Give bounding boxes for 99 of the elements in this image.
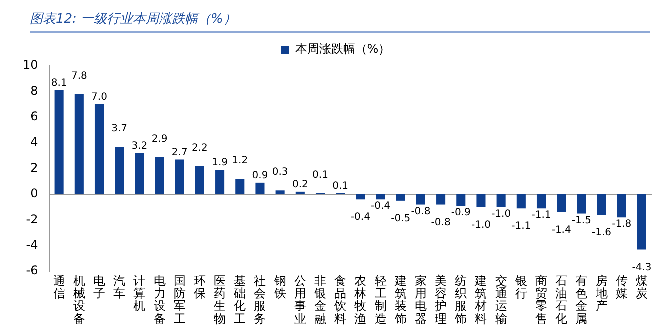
bar bbox=[496, 194, 506, 208]
bar bbox=[296, 192, 305, 194]
bar bbox=[155, 157, 164, 194]
text: -1.4 bbox=[552, 225, 572, 236]
x-tick-label: 银行 bbox=[514, 274, 528, 301]
x-tick-label: 家用电器 bbox=[414, 274, 427, 326]
x-tick-label: 食品饮料 bbox=[334, 274, 347, 326]
text: -0.8 bbox=[431, 217, 451, 228]
text: 7.0 bbox=[92, 92, 108, 104]
text: 0.1 bbox=[312, 170, 328, 181]
bar bbox=[617, 194, 626, 218]
x-tick-label: 非银金融 bbox=[314, 274, 326, 326]
bar bbox=[396, 194, 406, 201]
bar bbox=[175, 160, 184, 194]
text: -4.3 bbox=[632, 262, 652, 274]
x-tick-label: 钢铁 bbox=[273, 274, 286, 301]
text: 2.7 bbox=[172, 147, 188, 158]
bar bbox=[195, 166, 204, 194]
text: 7.8 bbox=[71, 70, 88, 82]
bar bbox=[74, 94, 84, 194]
text: -1.0 bbox=[492, 208, 512, 220]
x-tick-label: 纺织服饰 bbox=[454, 274, 468, 326]
x-tick-label: 轻工制造 bbox=[374, 274, 387, 326]
text: 0.3 bbox=[272, 167, 288, 178]
x-tick-label: 煤炭 bbox=[636, 274, 648, 301]
text: -1.1 bbox=[532, 210, 552, 222]
bar bbox=[356, 194, 366, 200]
bar bbox=[416, 194, 426, 205]
x-tick-label: 公用事业 bbox=[294, 274, 306, 326]
text: -1.1 bbox=[512, 221, 532, 232]
x-tick-label: 医药生物 bbox=[214, 274, 226, 326]
text: 0.1 bbox=[332, 180, 349, 192]
bar bbox=[276, 190, 285, 194]
x-tick-label: 基础化工 bbox=[233, 274, 246, 326]
text: -1.0 bbox=[471, 220, 491, 231]
text: -0.4 bbox=[350, 212, 370, 224]
bar bbox=[236, 179, 245, 194]
x-tick-label: 交通运输 bbox=[495, 274, 508, 326]
text: 3.7 bbox=[112, 124, 128, 135]
text: 1.2 bbox=[232, 156, 248, 167]
text: -0.5 bbox=[391, 214, 411, 225]
text: -0.9 bbox=[451, 208, 471, 219]
legend-label: 本周涨跌幅（%） bbox=[295, 42, 391, 56]
x-tick-label: 计算机 bbox=[134, 274, 146, 314]
bar bbox=[376, 194, 386, 200]
x-tick-label: 美容护理 bbox=[434, 274, 448, 326]
x-tick-label: 建筑材料 bbox=[474, 274, 488, 326]
x-tick-label: 石油石化 bbox=[556, 274, 568, 326]
y-tick-label: 0 bbox=[30, 186, 38, 201]
text: -1.6 bbox=[592, 228, 612, 239]
y-tick-label: -2 bbox=[26, 212, 38, 226]
bar bbox=[577, 194, 586, 214]
x-tick-label: 电子 bbox=[93, 274, 106, 301]
x-tick-label: 机械设备 bbox=[73, 274, 86, 326]
y-tick-label: 8 bbox=[30, 84, 38, 98]
x-tick-label: 社会服务 bbox=[254, 274, 266, 326]
bar bbox=[115, 146, 124, 194]
bar bbox=[637, 194, 646, 250]
text: 0.9 bbox=[252, 170, 268, 182]
bar bbox=[135, 153, 144, 194]
text: -1.8 bbox=[612, 219, 632, 230]
x-tick-label: 环保 bbox=[194, 274, 206, 301]
y-tick-label: 10 bbox=[22, 58, 38, 72]
y-tick-label: 2 bbox=[30, 160, 38, 175]
bar bbox=[256, 182, 265, 194]
x-tick-label: 建筑装饰 bbox=[394, 274, 407, 326]
bar bbox=[557, 194, 566, 212]
x-tick-label: 房地产 bbox=[594, 274, 608, 314]
bar bbox=[216, 170, 225, 194]
text: 8.1 bbox=[51, 78, 68, 90]
x-tick-label: 汽车 bbox=[114, 274, 126, 301]
y-tick-label: -4 bbox=[26, 238, 38, 252]
x-tick-label: 国防军工 bbox=[174, 274, 186, 326]
bar bbox=[597, 194, 606, 216]
text: 2.9 bbox=[152, 134, 168, 145]
text: 0.2 bbox=[292, 180, 308, 191]
bar bbox=[54, 90, 64, 194]
bar bbox=[536, 194, 546, 209]
text: -0.4 bbox=[371, 201, 391, 212]
chart-title: 图表12: 一级行业本周涨跌幅（%） bbox=[30, 10, 650, 33]
text: 1.9 bbox=[212, 158, 228, 169]
text: -1.5 bbox=[572, 215, 592, 226]
bar bbox=[516, 194, 526, 209]
x-tick-label: 商贸零售 bbox=[536, 274, 548, 326]
bar bbox=[436, 194, 446, 205]
bar bbox=[94, 104, 104, 194]
x-tick-label: 通信 bbox=[53, 274, 66, 301]
x-tick-label: 传媒 bbox=[616, 274, 628, 301]
bar bbox=[476, 194, 486, 208]
x-tick-label: 有色金属 bbox=[576, 274, 588, 326]
y-tick-label: 6 bbox=[30, 110, 38, 124]
y-tick-label: 4 bbox=[30, 135, 38, 150]
x-tick-label: 电力设备 bbox=[154, 274, 166, 326]
text: 3.2 bbox=[132, 140, 148, 152]
text: 2.2 bbox=[192, 142, 208, 154]
text: -0.8 bbox=[411, 206, 431, 218]
y-tick-label: -6 bbox=[26, 264, 38, 278]
bar bbox=[456, 194, 466, 206]
x-tick-label: 农林牧渔 bbox=[354, 274, 367, 326]
